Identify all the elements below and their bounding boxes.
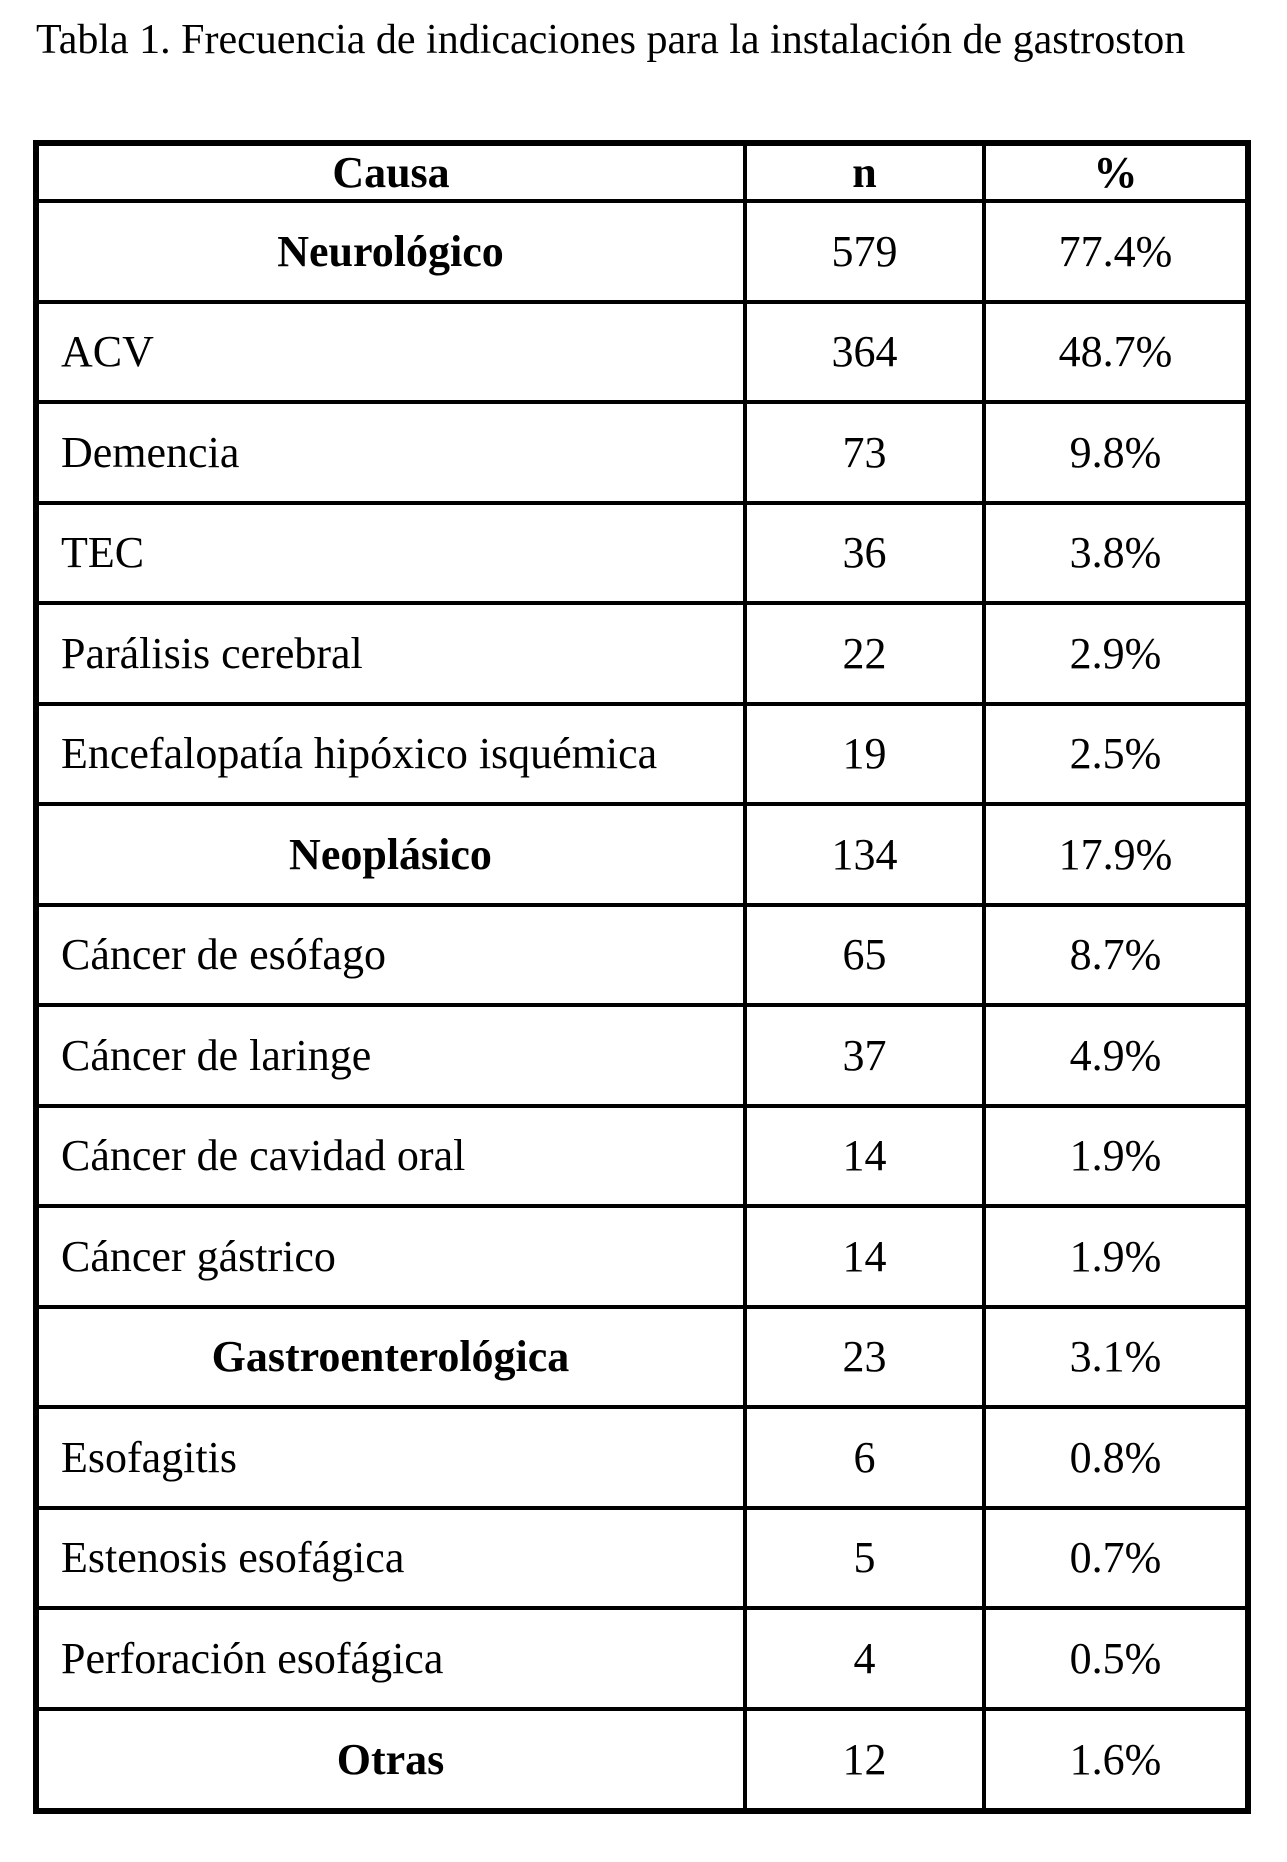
cell-n: 19 (743, 701, 986, 806)
cell-percent: 0.5% (982, 1606, 1250, 1711)
cell-causa: ACV (34, 299, 747, 404)
cell-causa: Neoplásico (34, 802, 747, 907)
cell-n: 65 (743, 902, 986, 1007)
item-row: Cáncer de cavidad oral 14 1.9% (34, 1103, 1250, 1208)
cell-percent: 0.7% (982, 1505, 1250, 1610)
cell-n: 364 (743, 299, 986, 404)
cell-causa: Otras (34, 1706, 747, 1813)
cell-percent: 1.9% (982, 1103, 1250, 1208)
cell-percent: 9.8% (982, 400, 1250, 505)
item-row: Perforación esofágica 4 0.5% (34, 1606, 1250, 1711)
cell-percent: 8.7% (982, 902, 1250, 1007)
item-row: Esofagitis 6 0.8% (34, 1405, 1250, 1510)
cell-causa: Neurológico (34, 199, 747, 304)
cell-n: 4 (743, 1606, 986, 1711)
cell-percent: 3.8% (982, 500, 1250, 605)
category-row: Gastroenterológica 23 3.1% (34, 1304, 1250, 1409)
cell-causa: Parálisis cerebral (34, 601, 747, 706)
cell-causa: TEC (34, 500, 747, 605)
cell-causa: Gastroenterológica (34, 1304, 747, 1409)
cell-percent: 77.4% (982, 199, 1250, 304)
header-percent: % (982, 141, 1250, 203)
cell-n: 6 (743, 1405, 986, 1510)
cell-causa: Perforación esofágica (34, 1606, 747, 1711)
item-row: Cáncer de esófago 65 8.7% (34, 902, 1250, 1007)
cell-causa: Cáncer de esófago (34, 902, 747, 1007)
cell-percent: 3.1% (982, 1304, 1250, 1409)
cell-percent: 2.5% (982, 701, 1250, 806)
item-row: Estenosis esofágica 5 0.7% (34, 1505, 1250, 1610)
cell-n: 73 (743, 400, 986, 505)
cell-n: 12 (743, 1706, 986, 1813)
header-n: n (743, 141, 986, 203)
item-row: Cáncer de laringe 37 4.9% (34, 1003, 1250, 1108)
cell-causa: Esofagitis (34, 1405, 747, 1510)
table-title: Tabla 1. Frecuencia de indicaciones para… (36, 17, 1186, 63)
item-row: Cáncer gástrico 14 1.9% (34, 1204, 1250, 1309)
cell-causa: Cáncer de laringe (34, 1003, 747, 1108)
cell-percent: 48.7% (982, 299, 1250, 404)
cell-n: 22 (743, 601, 986, 706)
cell-n: 134 (743, 802, 986, 907)
cell-percent: 2.9% (982, 601, 1250, 706)
cell-n: 579 (743, 199, 986, 304)
cell-n: 23 (743, 1304, 986, 1409)
cell-percent: 4.9% (982, 1003, 1250, 1108)
category-row: Neurológico 579 77.4% (34, 199, 1250, 304)
item-row: ACV 364 48.7% (34, 299, 1250, 404)
header-causa: Causa (34, 141, 747, 203)
cell-percent: 1.9% (982, 1204, 1250, 1309)
item-row: TEC 36 3.8% (34, 500, 1250, 605)
category-row: Neoplásico 134 17.9% (34, 802, 1250, 907)
cell-percent: 17.9% (982, 802, 1250, 907)
cell-percent: 0.8% (982, 1405, 1250, 1510)
cell-causa: Demencia (34, 400, 747, 505)
cell-percent: 1.6% (982, 1706, 1250, 1813)
cell-causa: Cáncer gástrico (34, 1204, 747, 1309)
cell-n: 14 (743, 1103, 986, 1208)
cell-n: 36 (743, 500, 986, 605)
cell-n: 37 (743, 1003, 986, 1108)
header-row: Causa n % (34, 141, 1250, 203)
cell-n: 14 (743, 1204, 986, 1309)
item-row: Encefalopatía hipóxico isquémica 19 2.5% (34, 701, 1250, 806)
cell-causa: Cáncer de cavidad oral (34, 1103, 747, 1208)
table-body: Neurológico 579 77.4% ACV 364 48.7% Demencia 73… (34, 199, 1250, 1813)
frequency-table: Causa n % Neurológico 579 77.4% ACV 364 48.7%… (33, 140, 1251, 1814)
cell-n: 5 (743, 1505, 986, 1610)
cell-causa: Estenosis esofágica (34, 1505, 747, 1610)
cell-causa: Encefalopatía hipóxico isquémica (34, 701, 747, 806)
item-row: Parálisis cerebral 22 2.9% (34, 601, 1250, 706)
category-row: Otras 12 1.6% (34, 1706, 1250, 1813)
item-row: Demencia 73 9.8% (34, 400, 1250, 505)
